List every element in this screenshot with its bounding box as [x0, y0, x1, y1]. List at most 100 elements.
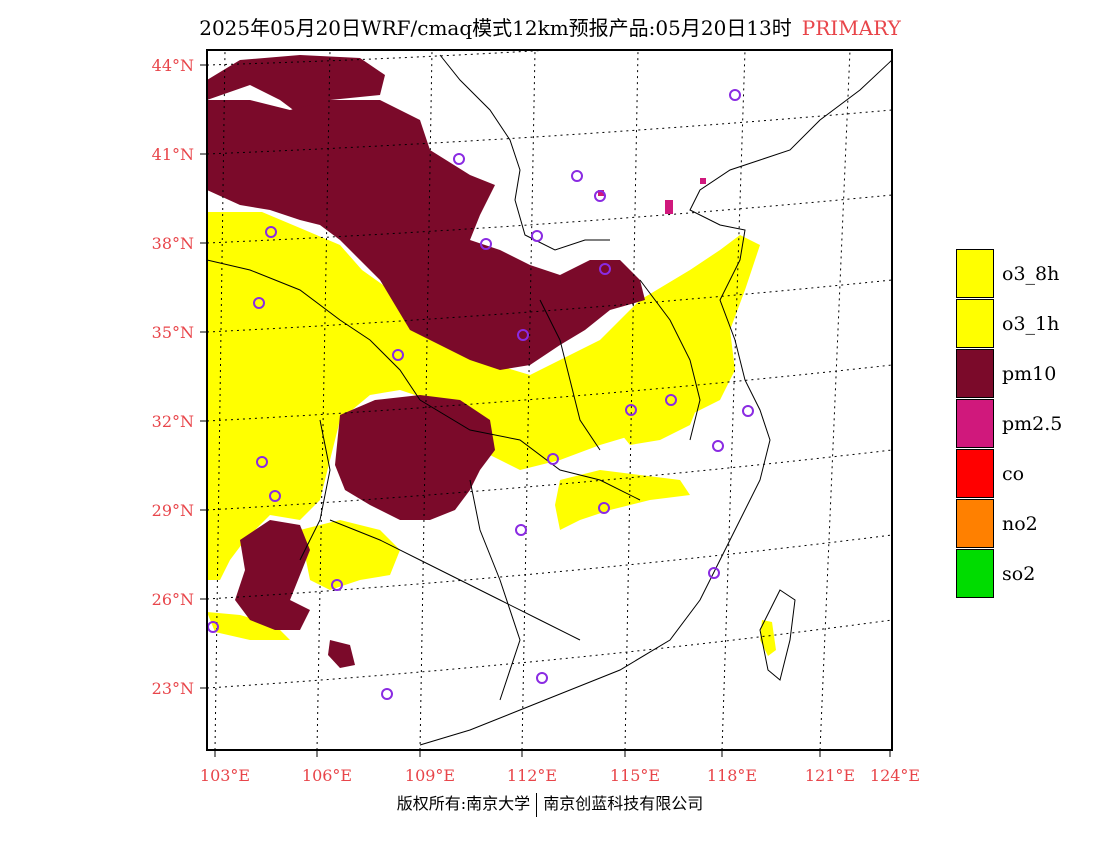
legend-swatch: [956, 399, 994, 448]
title-tag: PRIMARY: [801, 16, 901, 40]
station-marker: [515, 524, 527, 536]
station-marker: [599, 263, 611, 275]
station-marker: [729, 89, 741, 101]
pm10-region: [235, 520, 310, 630]
lon-label: 121°E: [804, 766, 856, 785]
legend-swatch: [956, 299, 994, 348]
lat-gridline: [207, 534, 892, 600]
o3-region-layer: [207, 212, 776, 656]
lat-label: 23°N: [151, 679, 194, 698]
boundaries: [207, 54, 892, 746]
legend-label: pm10: [1002, 363, 1057, 385]
title-main: 2025年05月20日WRF/cmaq模式12km预报产品:05月20日13时: [199, 16, 792, 40]
station-marker: [547, 453, 559, 465]
lon-gridline: [819, 50, 851, 750]
station-marker: [453, 153, 465, 165]
lat-label: 35°N: [151, 323, 194, 342]
legend-swatch: [956, 349, 994, 398]
lat-label: 29°N: [151, 501, 194, 520]
o3-region: [207, 612, 290, 640]
lon-label: 109°E: [404, 766, 456, 785]
legend-swatch: [956, 549, 994, 598]
lon-label: 118°E: [706, 766, 758, 785]
station-marker: [625, 404, 637, 416]
lat-gridline: [207, 619, 892, 689]
pm10-region: [328, 640, 355, 668]
lon-gridline: [316, 50, 331, 750]
map-frame: [206, 49, 893, 751]
lon-label: 124°E: [869, 766, 921, 785]
lon-label: 106°E: [301, 766, 353, 785]
pm25-patch: [598, 190, 604, 196]
legend-label: co: [1002, 463, 1025, 485]
station-marker: [531, 230, 543, 242]
legend-label: o3_8h: [1002, 263, 1060, 285]
copyright-left: 版权所有:南京大学: [396, 794, 531, 813]
boundary: [329, 519, 581, 641]
boundary: [539, 299, 601, 451]
map-title: 2025年05月20日WRF/cmaq模式12km预报产品:05月20日13时 P…: [0, 12, 1100, 41]
station-marker: [536, 672, 548, 684]
pm25-patch: [700, 178, 706, 184]
o3-region: [207, 212, 760, 580]
lat-gridline: [207, 194, 892, 244]
lat-gridline: [207, 109, 892, 155]
station-marker: [256, 456, 268, 468]
coastline: [419, 59, 892, 746]
legend-label: no2: [1002, 513, 1038, 535]
pm10-region: [207, 100, 645, 370]
boundary: [439, 54, 610, 251]
boundary: [207, 259, 421, 401]
lat-gridline: [207, 50, 559, 66]
pm25-patch: [665, 200, 673, 214]
lat-label: 32°N: [151, 412, 194, 431]
o3-region: [610, 395, 700, 445]
legend-label: so2: [1002, 563, 1036, 585]
lon-gridline: [419, 50, 433, 750]
copyright-footer: 版权所有:南京大学 南京创蓝科技有限公司: [0, 790, 1100, 817]
legend-label: o3_1h: [1002, 313, 1060, 335]
lon-label: 115°E: [609, 766, 661, 785]
station-marker: [392, 349, 404, 361]
lon-gridline: [624, 50, 639, 750]
lon-gridline: [721, 50, 746, 750]
legend-swatch: [956, 249, 994, 298]
boundary: [299, 419, 331, 561]
station-marker: [598, 502, 610, 514]
station-marker: [381, 688, 393, 700]
station-marker: [712, 440, 724, 452]
o3-region: [555, 470, 690, 530]
lat-label: 26°N: [151, 590, 194, 609]
station-marker: [571, 170, 583, 182]
station-marker: [594, 190, 606, 202]
station-marker: [331, 579, 343, 591]
taiwan-outline: [759, 589, 796, 681]
boundary: [469, 479, 521, 701]
station-marker: [265, 226, 277, 238]
pm10-region: [335, 395, 495, 520]
boundary: [639, 279, 701, 441]
station-marker: [742, 405, 754, 417]
lon-label: 103°E: [199, 766, 251, 785]
lon-gridline: [214, 50, 226, 750]
station-marker: [517, 329, 529, 341]
pm25-layer: [598, 178, 706, 214]
lat-gridline: [207, 364, 892, 422]
legend-swatch: [956, 499, 994, 548]
lat-gridline: [207, 449, 892, 511]
pm10-region: [207, 55, 385, 115]
lat-label: 44°N: [151, 56, 194, 75]
lat-gridline: [207, 279, 892, 333]
pm10-region-layer: [207, 55, 645, 668]
legend-swatch: [956, 449, 994, 498]
station-marker: [480, 238, 492, 250]
lat-label: 38°N: [151, 234, 194, 253]
station-marker: [708, 567, 720, 579]
copyright-right: 南京创蓝科技有限公司: [543, 794, 704, 813]
o3-region: [760, 620, 776, 656]
footer-divider: [536, 792, 538, 817]
boundary: [419, 399, 641, 501]
station-marker: [665, 394, 677, 406]
tick-marks: [200, 64, 891, 757]
